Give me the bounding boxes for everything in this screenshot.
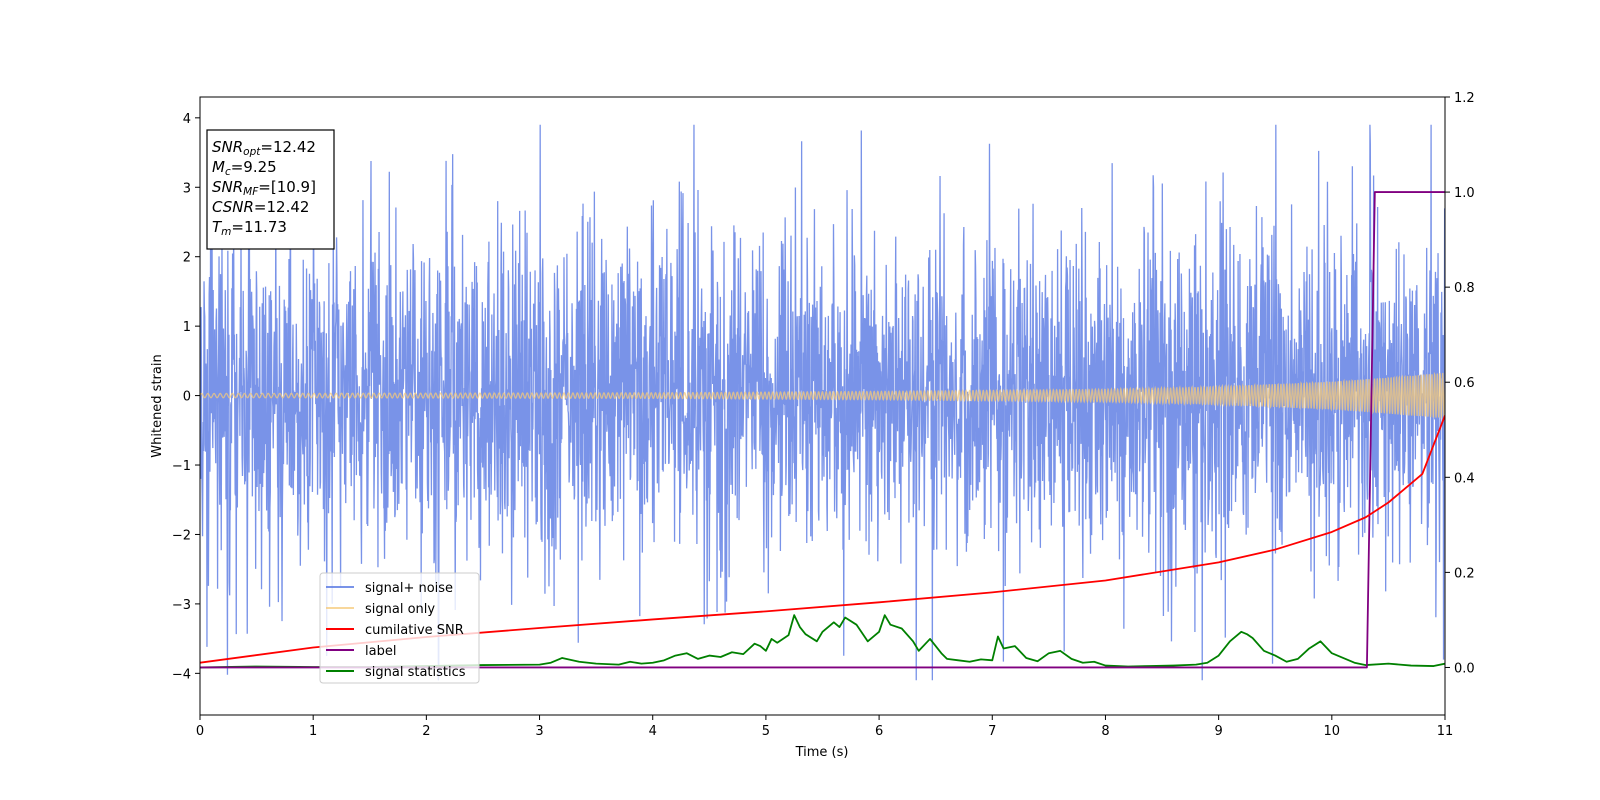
annotation-symbol: SNR [212, 178, 243, 196]
x-tick-label: 5 [762, 724, 770, 739]
annotation-line: Tm=11.73 [212, 218, 287, 238]
annotation-symbol: CSNR [212, 198, 254, 216]
y-tick-right-label: 0.6 [1454, 376, 1475, 391]
x-tick-label: 11 [1437, 724, 1454, 739]
annotation-line: SNRMF=[10.9] [212, 178, 316, 198]
y-tick-left-label: −1 [172, 459, 191, 474]
y-axis-left: −4 −3 −2 −1 0 1 2 3 4 [172, 112, 200, 682]
annotation-line: SNRopt=12.42 [212, 138, 316, 158]
legend-label: label [365, 644, 396, 659]
annotation-line: Mc=9.25 [212, 158, 277, 178]
annotation-subscript: MF [243, 186, 259, 198]
annotation-line: CSNR=12.42 [212, 198, 309, 216]
y-tick-right-label: 0.4 [1454, 471, 1475, 486]
annotation-value: =12.42 [260, 138, 316, 156]
y-tick-left-label: −2 [172, 528, 191, 543]
series-cumulative-snr [200, 415, 1445, 664]
y-tick-left-label: −3 [172, 598, 191, 613]
series-signal-only [200, 371, 1445, 420]
series-label [200, 191, 1445, 669]
y-tick-right-label: 1.0 [1454, 186, 1475, 201]
x-tick-label: 6 [875, 724, 883, 739]
y-tick-right-label: 0.2 [1454, 566, 1475, 581]
y-axis-label: Whitened strain [150, 354, 165, 457]
annotation-box: SNRopt=12.42Mc=9.25SNRMF=[10.9]CSNR=12.4… [206, 129, 335, 250]
annotation-symbol: SNR [212, 138, 243, 156]
x-tick-label: 4 [649, 724, 657, 739]
y-tick-left-label: −4 [172, 667, 191, 682]
annotation-value: =12.42 [254, 198, 310, 216]
x-tick-label: 7 [988, 724, 996, 739]
annotation-value: =[10.9] [258, 178, 316, 196]
legend-label: cumilative SNR [365, 623, 464, 638]
y-tick-left-label: 3 [183, 181, 191, 196]
x-tick-label: 8 [1101, 724, 1109, 739]
legend-label: signal statistics [365, 665, 466, 680]
y-tick-left-label: 2 [183, 251, 191, 266]
annotation-subscript: m [221, 226, 231, 238]
series-layer [200, 124, 1445, 681]
annotation-value: =11.73 [231, 218, 287, 236]
y-tick-left-label: 4 [183, 112, 191, 127]
x-tick-label: 3 [535, 724, 543, 739]
annotation-value: =9.25 [231, 158, 277, 176]
legend: signal+ noise signal only cumilative SNR la… [319, 572, 480, 684]
x-axis-label: Time (s) [795, 745, 849, 760]
y-tick-left-label: 1 [183, 320, 191, 335]
annotation-frame [206, 129, 335, 250]
y-tick-right-label: 1.2 [1454, 91, 1475, 106]
legend-label: signal+ noise [365, 581, 453, 596]
annotation-symbol: M [212, 158, 225, 176]
legend-label: signal only [365, 602, 435, 617]
annotation-subscript: c [225, 166, 231, 178]
y-tick-right-label: 0.8 [1454, 281, 1475, 296]
x-tick-label: 9 [1214, 724, 1222, 739]
x-tick-label: 1 [309, 724, 317, 739]
x-tick-label: 2 [422, 724, 430, 739]
x-tick-label: 10 [1324, 724, 1341, 739]
x-tick-label: 0 [196, 724, 204, 739]
y-axis-right: 0.0 0.2 0.4 0.6 0.8 1.0 1.2 [1445, 91, 1475, 676]
y-tick-left-label: 0 [183, 390, 191, 405]
annotation-symbol: T [212, 218, 223, 236]
legend-frame [319, 572, 480, 684]
x-axis: 0 1 2 3 4 5 6 7 8 9 10 11 [196, 715, 1453, 739]
plot-frame [199, 96, 1446, 716]
series-signal-statistics [200, 614, 1445, 669]
y-tick-right-label: 0.0 [1454, 661, 1475, 676]
annotation-subscript: opt [243, 146, 261, 158]
